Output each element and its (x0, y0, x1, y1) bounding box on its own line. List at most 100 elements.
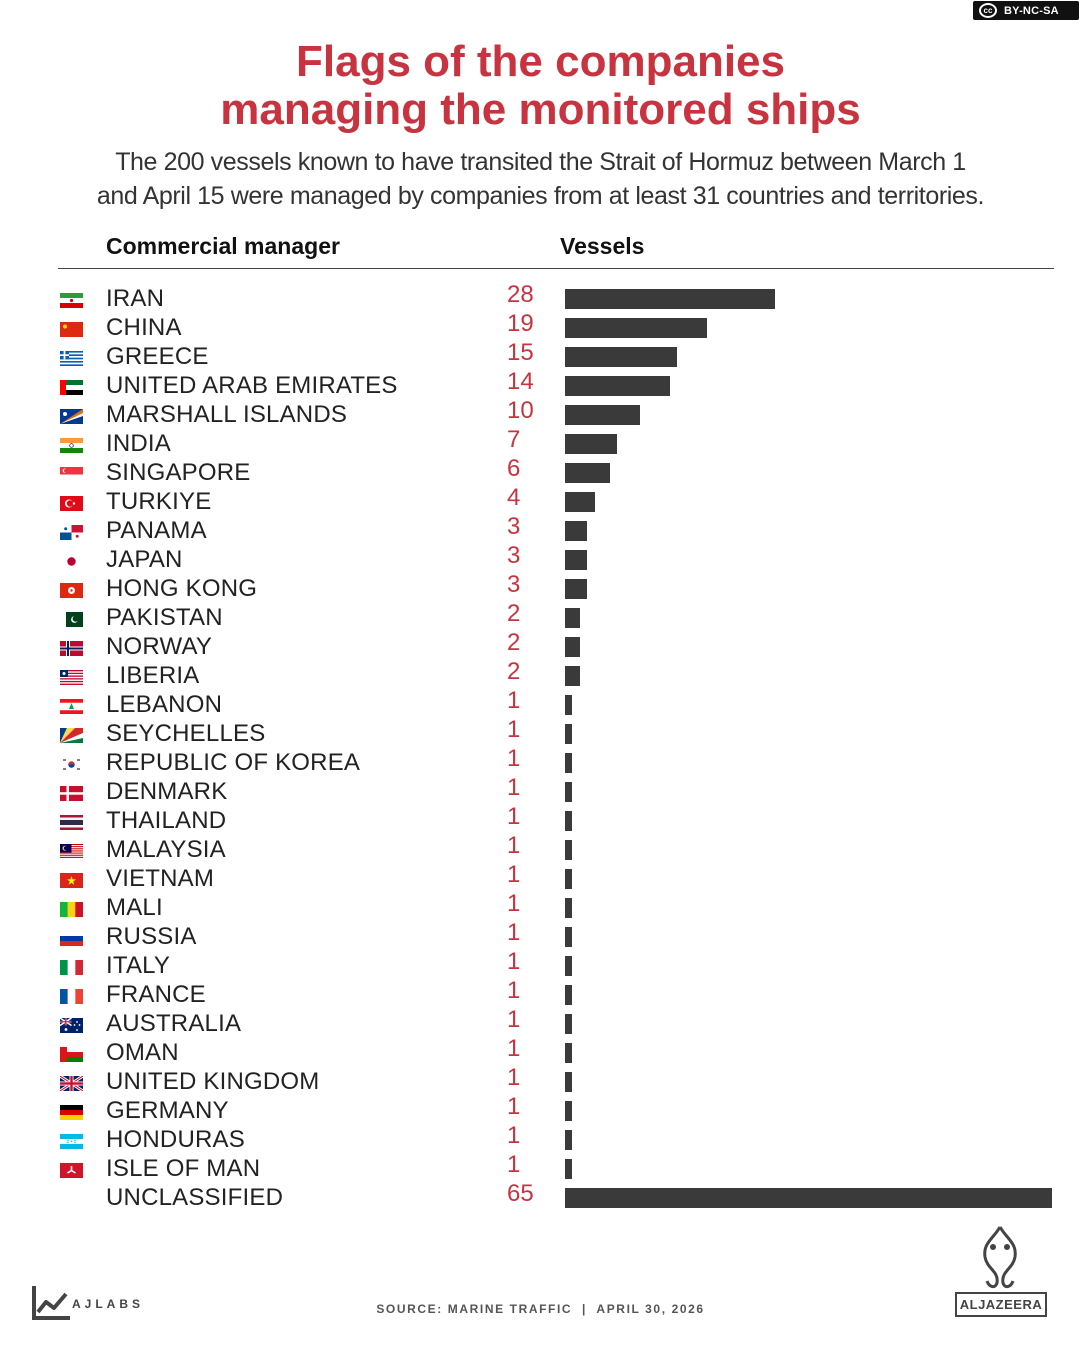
data-label: 1 (507, 745, 521, 772)
category-label: DENMARK (106, 778, 228, 805)
category-label: AUSTRALIA (106, 1010, 242, 1037)
bar (565, 840, 572, 860)
bar (565, 695, 572, 715)
title-line-2: managing the monitored ships (220, 85, 861, 134)
bar (565, 521, 587, 541)
chart-row: SEYCHELLES 1 (0, 716, 1081, 748)
page-title: Flags of the companies managing the moni… (0, 38, 1081, 134)
russia-flag-icon (60, 931, 83, 947)
greece-flag-icon (60, 351, 83, 367)
bar (565, 1014, 572, 1034)
data-label: 14 (507, 368, 534, 395)
chart-row: UNITED KINGDOM 1 (0, 1064, 1081, 1096)
bar (565, 434, 617, 454)
data-label: 15 (507, 339, 534, 366)
data-label: 1 (507, 1035, 521, 1062)
chart-row: HONDURAS 1 (0, 1122, 1081, 1154)
turkiye-flag-icon (60, 496, 83, 511)
data-label: 1 (507, 1006, 521, 1033)
data-label: 1 (507, 687, 521, 714)
bar (565, 347, 677, 367)
category-label: MALI (106, 894, 163, 921)
iran-flag-icon (60, 293, 83, 309)
oman-flag-icon (60, 1047, 83, 1063)
data-label: 1 (507, 832, 521, 859)
data-label: 1 (507, 1064, 521, 1091)
category-label: GREECE (106, 343, 209, 370)
data-label: 1 (507, 1122, 521, 1149)
bar (565, 1101, 572, 1121)
china-flag-icon (60, 322, 83, 337)
liberia-flag-icon (60, 670, 83, 686)
category-label: MALAYSIA (106, 836, 226, 863)
data-label: 10 (507, 397, 534, 424)
chart-row: LEBANON 1 (0, 687, 1081, 719)
data-label: 3 (507, 571, 521, 598)
title-line-1: Flags of the companies (296, 37, 785, 86)
thailand-flag-icon (60, 815, 83, 831)
bar (565, 1188, 1052, 1208)
subtitle: The 200 vessels known to have transited … (30, 145, 1051, 213)
honduras-flag-icon (60, 1134, 83, 1150)
ajlabs-chart-icon (32, 1286, 70, 1320)
chart-row: VIETNAM 1 (0, 861, 1081, 893)
data-label: 1 (507, 890, 521, 917)
category-label: LIBERIA (106, 662, 200, 689)
bar (565, 985, 572, 1005)
column-header-manager: Commercial manager (106, 233, 340, 259)
bar (565, 1159, 572, 1179)
bar (565, 956, 572, 976)
japan-flag-icon (60, 554, 83, 569)
category-label: HONG KONG (106, 575, 258, 602)
category-label: PAKISTAN (106, 604, 223, 631)
bar (565, 463, 610, 483)
category-label: ITALY (106, 952, 171, 979)
chart-row: REPUBLIC OF KOREA 1 (0, 745, 1081, 777)
chart-row: MARSHALL ISLANDS 10 (0, 397, 1081, 429)
denmark-flag-icon (60, 786, 83, 801)
chart-row: INDIA 7 (0, 426, 1081, 458)
germany-flag-icon (60, 1105, 83, 1121)
chart-row: ITALY 1 (0, 948, 1081, 980)
category-label: RUSSIA (106, 923, 197, 950)
data-label: 2 (507, 600, 521, 627)
singapore-flag-icon (60, 467, 83, 483)
chart-row: JAPAN 3 (0, 542, 1081, 574)
category-label: ISLE OF MAN (106, 1155, 261, 1182)
chart-row: UNITED ARAB EMIRATES 14 (0, 368, 1081, 400)
data-label: 1 (507, 1151, 521, 1178)
category-label: TURKIYE (106, 488, 212, 515)
bar (565, 811, 572, 831)
chart-row: DENMARK 1 (0, 774, 1081, 806)
chart-row: MALI 1 (0, 890, 1081, 922)
source-note: SOURCE: MARINE TRAFFIC | APRIL 30, 2026 (376, 1302, 705, 1316)
chart-row: GREECE 15 (0, 339, 1081, 371)
data-label: 1 (507, 861, 521, 888)
category-label: UNCLASSIFIED (106, 1184, 284, 1211)
category-label: INDIA (106, 430, 172, 457)
data-label: 28 (507, 281, 534, 308)
data-label: 6 (507, 455, 521, 482)
category-label: PANAMA (106, 517, 207, 544)
bar (565, 898, 572, 918)
seychelles-flag-icon (60, 728, 83, 743)
al-jazeera-logo-icon (983, 1226, 1017, 1289)
data-label: 2 (507, 629, 521, 656)
bar (565, 753, 572, 773)
chart-row: FRANCE 1 (0, 977, 1081, 1009)
category-label: SEYCHELLES (106, 720, 266, 747)
bar (565, 550, 587, 570)
header-divider (58, 268, 1054, 269)
chart-row: HONG KONG 3 (0, 571, 1081, 603)
chart-row: PANAMA 3 (0, 513, 1081, 545)
bar (565, 927, 572, 947)
data-label: 1 (507, 948, 521, 975)
bar (565, 376, 670, 396)
marshall-islands-flag-icon (60, 409, 83, 424)
bar (565, 492, 595, 512)
category-label: LEBANON (106, 691, 223, 718)
bar (565, 1072, 572, 1092)
category-label: VIETNAM (106, 865, 215, 892)
bar (565, 869, 572, 889)
chart-row: UNCLASSIFIED 65 (0, 1180, 1081, 1212)
